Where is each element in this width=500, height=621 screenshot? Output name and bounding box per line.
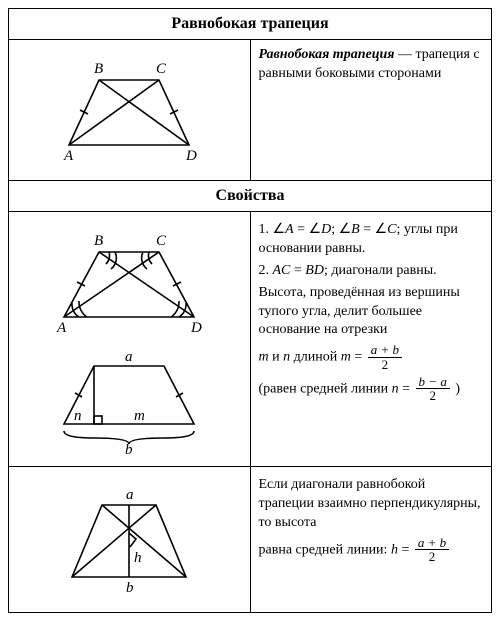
label-A: A xyxy=(63,148,74,164)
prop-line5: (равен средней линии n = b − a2 ) xyxy=(259,375,484,403)
prop-line4: m и n длиной m = a + b2 xyxy=(259,343,484,371)
label-a2: a xyxy=(126,487,134,503)
label-D: D xyxy=(185,148,197,164)
figure-definition: A B C D xyxy=(9,40,251,181)
label-h: h xyxy=(134,550,142,566)
label-b: b xyxy=(125,442,133,456)
trapezoid-perp-diag-svg: a b h xyxy=(44,477,214,602)
prop2-line1: Если диагонали равнобокой трапеции взаим… xyxy=(259,476,484,533)
label-B: B xyxy=(94,61,103,77)
label-A2: A xyxy=(56,320,67,336)
label-n: n xyxy=(74,408,82,424)
section-header-definition: Равнобокая трапеция xyxy=(9,9,492,40)
definition-text: Равнобокая трапеция — тра­пеция с равным… xyxy=(250,40,492,181)
label-b2: b xyxy=(126,580,134,596)
figure-properties-1: A B C D a b xyxy=(9,212,251,467)
trapezoid-angles-svg: A B C D xyxy=(39,222,219,342)
trapezoid-height-svg: a b n m xyxy=(39,346,219,456)
label-B2: B xyxy=(94,233,103,249)
fraction-m: a + b2 xyxy=(368,343,402,371)
term: Равнобокая трапеция xyxy=(259,47,395,62)
fraction-n: b − a2 xyxy=(416,375,450,403)
prop-line2: 2. AC = BD; диагонали равны. xyxy=(259,262,484,281)
label-a: a xyxy=(125,349,133,365)
geometry-table: Равнобокая трапеция A B C D xyxy=(8,8,492,613)
figure-properties-2: a b h xyxy=(9,467,251,613)
label-D2: D xyxy=(190,320,202,336)
label-m: m xyxy=(134,408,145,424)
properties-text: 1. ∠A = ∠D; ∠B = ∠C; углы при основании … xyxy=(250,212,492,467)
section-header-properties: Свойства xyxy=(9,181,492,212)
label-C2: C xyxy=(156,233,167,249)
fraction-h: a + b2 xyxy=(415,536,449,564)
prop-line1: 1. ∠A = ∠D; ∠B = ∠C; углы при основании … xyxy=(259,221,484,259)
prop2-line2: равна средней линии: h = a + b2 xyxy=(259,536,484,564)
trapezoid-diagonals-svg: A B C D xyxy=(44,50,214,170)
prop-line3: Высота, проведённая из вершины тупого уг… xyxy=(259,284,484,341)
label-C: C xyxy=(156,61,167,77)
properties-text-2: Если диагонали равнобокой трапеции взаим… xyxy=(250,467,492,613)
